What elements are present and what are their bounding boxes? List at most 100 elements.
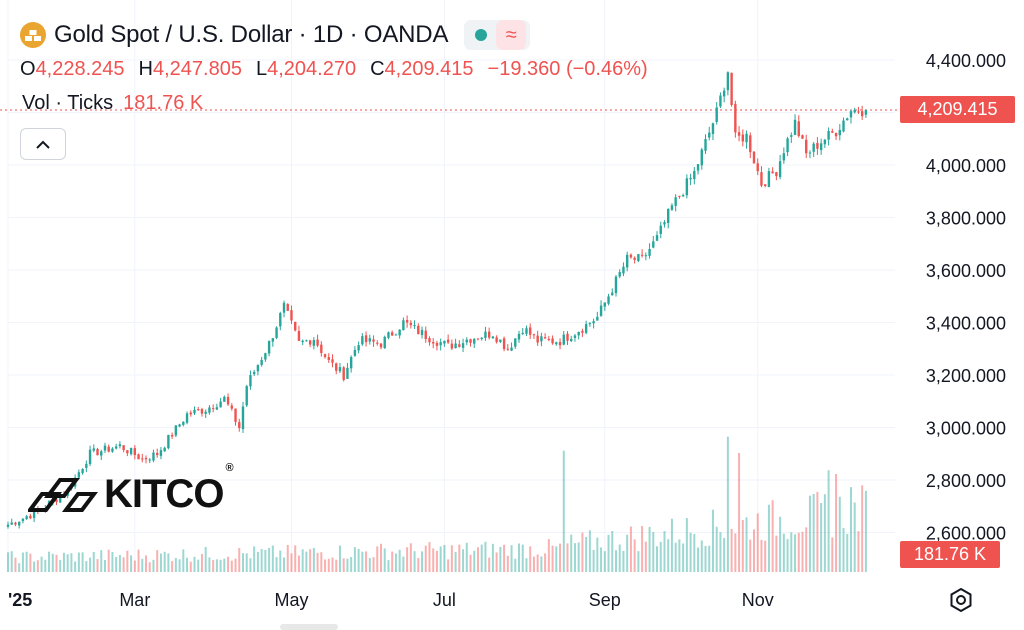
candle-body	[588, 323, 592, 325]
symbol-title[interactable]: Gold Spot / U.S. Dollar · 1D · OANDA	[54, 21, 449, 48]
volume-bar	[346, 558, 349, 572]
volume-bar	[853, 502, 856, 572]
candle-body	[368, 338, 372, 342]
volume-bar	[62, 552, 65, 572]
candle-body	[249, 375, 252, 387]
candle-body	[167, 434, 170, 449]
volume-bar	[719, 532, 722, 572]
volume-bar	[66, 554, 69, 572]
volume-bar	[488, 557, 491, 572]
candle-body	[275, 327, 278, 338]
volume-bar	[603, 551, 606, 572]
volume-bar	[503, 544, 506, 572]
candle-body	[182, 421, 185, 425]
volume-bar	[305, 551, 308, 572]
volume-bar	[29, 553, 32, 572]
x-tick-label: Mar	[119, 590, 150, 610]
volume-bar	[398, 549, 401, 572]
y-tick-label: 3,000.000	[926, 418, 1006, 438]
volume-bar	[77, 552, 80, 572]
last-price-tag: 4,209.415	[900, 96, 1015, 123]
volume-bar	[756, 513, 759, 572]
candle-body	[614, 276, 618, 294]
volume-bar	[816, 491, 819, 572]
candle-body	[413, 325, 416, 327]
kitco-watermark: KITCO®	[28, 462, 234, 517]
candle-body	[357, 345, 360, 351]
candle-body	[685, 178, 689, 196]
candle-body	[741, 134, 745, 142]
candle-body	[118, 444, 122, 447]
candle-body	[260, 359, 263, 365]
candle-body	[141, 458, 144, 460]
volume-bar	[711, 509, 714, 572]
volume-bar	[215, 559, 218, 572]
volume-bar	[152, 559, 155, 572]
volume-bar	[775, 535, 778, 572]
candle-body	[458, 344, 461, 347]
candle-body	[842, 120, 845, 132]
volume-bar	[447, 559, 450, 572]
volume-bar	[301, 549, 304, 572]
collapse-legend-button[interactable]	[20, 128, 66, 160]
candle-body	[737, 132, 741, 136]
volume-bar	[316, 552, 319, 572]
volume-bar	[189, 561, 192, 572]
volume-bar	[518, 543, 521, 572]
volume-bar	[861, 485, 864, 572]
volume-bar	[641, 526, 644, 572]
status-pill[interactable]: ≈	[464, 20, 531, 50]
candle-body	[301, 340, 304, 343]
candle-body	[204, 411, 207, 414]
volume-bar	[59, 559, 62, 572]
settings-gear-icon[interactable]	[948, 587, 974, 613]
candle-body	[92, 448, 95, 451]
candle-body	[808, 152, 812, 154]
volume-bar	[573, 543, 576, 572]
volume-bar	[417, 558, 420, 572]
candle-body	[573, 335, 577, 338]
candle-body	[655, 235, 659, 241]
candle-body	[189, 412, 192, 415]
candle-body	[14, 522, 17, 525]
candle-body	[290, 310, 293, 321]
volume-bar	[551, 545, 554, 572]
volume-bar	[357, 548, 360, 572]
candle-body	[659, 225, 662, 234]
volume-bar	[820, 503, 823, 572]
candle-body	[540, 336, 543, 342]
volume-bar	[857, 531, 860, 572]
candle-body	[387, 332, 390, 338]
volume-bar	[174, 558, 177, 572]
volume-bar	[745, 517, 748, 572]
candle-body	[208, 407, 211, 413]
candle-body	[689, 177, 692, 180]
candle-body	[405, 319, 409, 323]
x-tick-label: Sep	[589, 590, 621, 610]
volume-bar	[499, 546, 502, 572]
time-scrollbar[interactable]	[280, 624, 338, 630]
candle-body	[178, 424, 181, 427]
volume-bar	[394, 553, 397, 572]
volume-bar	[55, 554, 58, 572]
volume-bar	[764, 540, 767, 572]
volume-bar	[465, 542, 468, 572]
volume-bar	[256, 551, 259, 572]
volume-bar	[182, 549, 185, 572]
candle-body	[107, 446, 110, 452]
volume-bar	[547, 539, 550, 572]
x-tick-label: May	[274, 590, 308, 610]
volume-bar	[368, 558, 371, 572]
candle-body	[282, 302, 286, 313]
volume-bar	[570, 534, 573, 572]
candle-body	[838, 130, 841, 136]
volume-bar	[283, 557, 286, 572]
candle-body	[846, 118, 849, 121]
volume-bar	[846, 533, 849, 572]
candle-body	[170, 434, 174, 437]
candle-body	[730, 72, 733, 106]
y-tick-label: 3,600.000	[926, 261, 1006, 281]
candle-body	[234, 408, 237, 422]
volume-bar	[402, 556, 405, 572]
candle-body	[696, 164, 700, 171]
